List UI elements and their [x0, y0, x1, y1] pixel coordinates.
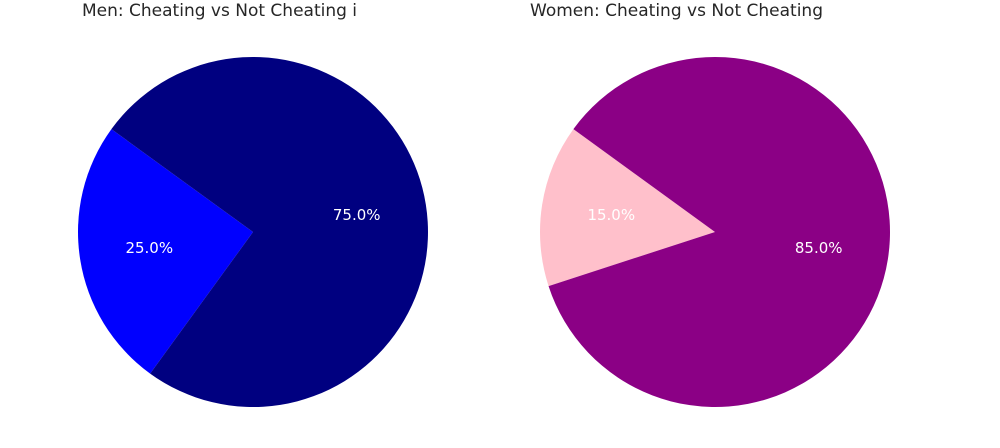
- men-pie-slice-0: [77, 129, 254, 374]
- women-pie-slices: [540, 56, 891, 407]
- men-pie-label-0: 25.0%: [125, 239, 173, 257]
- men-pie-chart: Men: Cheating vs Not Cheating i 25.0% 75.…: [77, 1, 428, 408]
- men-chart-title: Men: Cheating vs Not Cheating i: [82, 1, 357, 21]
- women-pie-slice-1: [548, 56, 891, 407]
- men-pie-slice-1: [111, 57, 428, 408]
- men-pie-slices: [77, 57, 428, 408]
- women-pie-label-0: 15.0%: [587, 206, 635, 224]
- men-pie-label-1: 75.0%: [333, 206, 381, 224]
- women-pie-chart: Women: Cheating vs Not Cheating 15.0% 85.…: [530, 1, 891, 407]
- women-pie-label-1: 85.0%: [795, 239, 843, 257]
- women-pie-labels: 15.0% 85.0%: [587, 206, 842, 257]
- women-pie-slice-0: [540, 129, 715, 287]
- women-chart-title: Women: Cheating vs Not Cheating: [530, 1, 823, 21]
- men-pie-labels: 25.0% 75.0%: [125, 206, 380, 257]
